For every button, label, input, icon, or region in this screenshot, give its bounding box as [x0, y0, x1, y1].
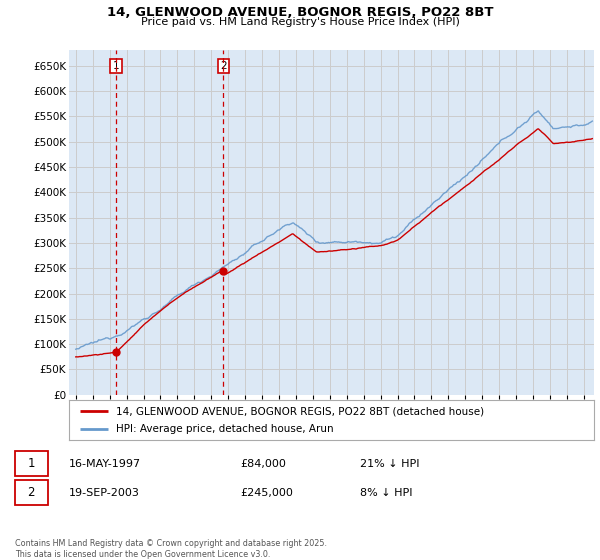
Text: Price paid vs. HM Land Registry's House Price Index (HPI): Price paid vs. HM Land Registry's House …: [140, 17, 460, 27]
Text: 2: 2: [28, 486, 35, 500]
Text: 14, GLENWOOD AVENUE, BOGNOR REGIS, PO22 8BT (detached house): 14, GLENWOOD AVENUE, BOGNOR REGIS, PO22 …: [116, 407, 484, 417]
Text: Contains HM Land Registry data © Crown copyright and database right 2025.
This d: Contains HM Land Registry data © Crown c…: [15, 539, 327, 559]
Text: 1: 1: [113, 61, 119, 71]
Text: 8% ↓ HPI: 8% ↓ HPI: [360, 488, 413, 498]
Text: 16-MAY-1997: 16-MAY-1997: [69, 459, 141, 469]
Text: 2: 2: [220, 61, 227, 71]
Text: £84,000: £84,000: [240, 459, 286, 469]
Text: 14, GLENWOOD AVENUE, BOGNOR REGIS, PO22 8BT: 14, GLENWOOD AVENUE, BOGNOR REGIS, PO22 …: [107, 6, 493, 18]
Text: 19-SEP-2003: 19-SEP-2003: [69, 488, 140, 498]
Text: 21% ↓ HPI: 21% ↓ HPI: [360, 459, 419, 469]
Text: 1: 1: [28, 457, 35, 470]
Text: £245,000: £245,000: [240, 488, 293, 498]
Text: HPI: Average price, detached house, Arun: HPI: Average price, detached house, Arun: [116, 423, 334, 433]
